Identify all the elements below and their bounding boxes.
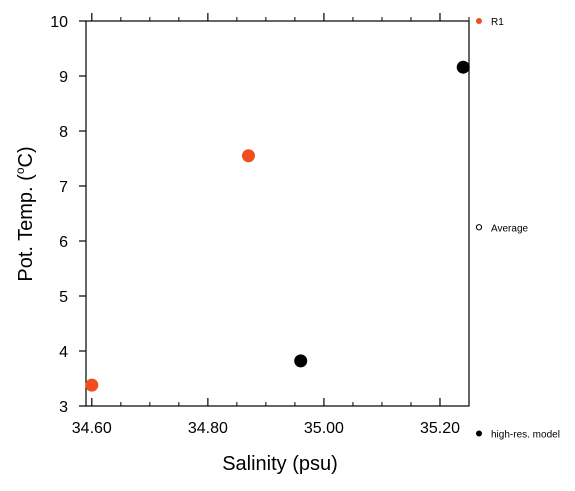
y-tick-label: 8 <box>59 124 68 141</box>
y-tick-label: 10 <box>50 14 68 31</box>
x-tick-label: 34.60 <box>72 420 112 437</box>
legend-marker <box>475 224 483 231</box>
x-axis-label: Salinity (psu) <box>222 453 338 475</box>
y-axis-label-unit: C) <box>15 146 37 167</box>
y-tick-label: 6 <box>59 234 68 251</box>
y-tick-label: 3 <box>59 399 68 416</box>
data-point <box>241 149 255 163</box>
y-axis-label-main: Pot. Temp. ( <box>15 174 37 282</box>
data-points <box>85 60 470 392</box>
plot-frame <box>85 20 470 407</box>
legend-label: R1 <box>491 17 504 28</box>
data-point <box>456 60 470 74</box>
x-tick-label: 34.80 <box>188 420 228 437</box>
x-tick-label: 35.00 <box>304 420 344 437</box>
legend: R1 Average high-res. model <box>475 17 560 441</box>
y-axis-label: Pot. Temp. (oC) <box>13 146 37 281</box>
data-point <box>85 378 99 392</box>
axis-ticks: 34.60 34.80 35.00 35.20 3 4 5 6 7 8 9 10 <box>50 13 470 437</box>
y-tick-label: 7 <box>59 179 68 196</box>
legend-marker <box>476 18 482 24</box>
x-tick-label: 35.20 <box>420 420 460 437</box>
legend-label: Average <box>491 223 529 234</box>
legend-label: high-res. model <box>491 430 560 441</box>
y-tick-label: 9 <box>59 69 68 86</box>
data-point <box>294 354 308 368</box>
y-axis-label-degree: o <box>13 167 27 174</box>
y-tick-label: 5 <box>59 289 68 306</box>
legend-marker <box>476 430 482 437</box>
y-tick-label: 4 <box>59 344 68 361</box>
